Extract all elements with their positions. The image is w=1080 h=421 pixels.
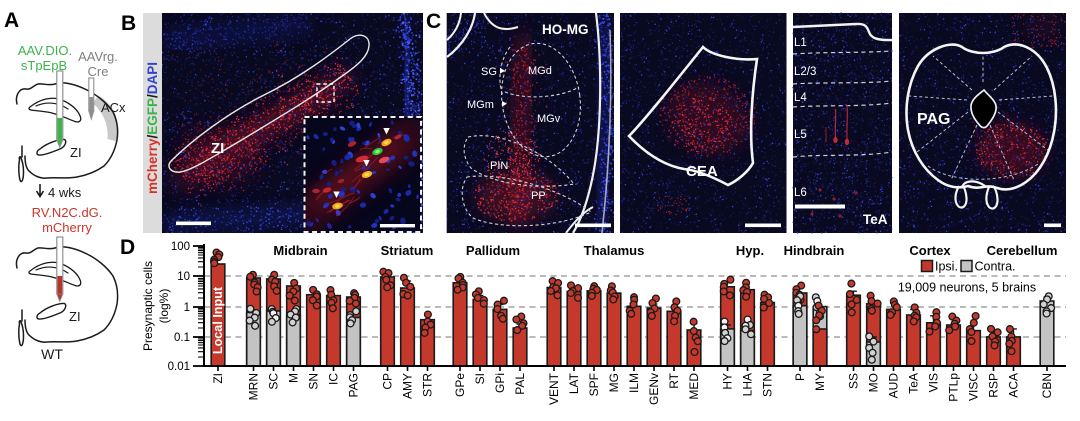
svg-text:ZI: ZI [211, 373, 225, 384]
svg-text:SI: SI [473, 373, 487, 384]
svg-text:STN: STN [761, 373, 775, 397]
svg-text:PAG: PAG [917, 111, 950, 128]
svg-text:M: M [287, 373, 301, 383]
svg-text:VIS: VIS [927, 373, 941, 392]
svg-text:PAL: PAL [513, 373, 527, 395]
svg-text:RSP: RSP [987, 373, 1001, 398]
svg-text:L5: L5 [794, 129, 807, 141]
svg-text:19,009 neurons, 5 brains: 19,009 neurons, 5 brains [898, 281, 1036, 295]
svg-text:L1: L1 [794, 37, 807, 49]
svg-text:WT: WT [41, 346, 63, 362]
svg-text:D: D [120, 236, 135, 259]
svg-text:AUD: AUD [887, 373, 901, 399]
svg-text:TeA: TeA [907, 373, 921, 394]
svg-text:mCherry/EGFP/DAPI: mCherry/EGFP/DAPI [145, 62, 160, 194]
svg-text:4 wks: 4 wks [48, 185, 82, 200]
svg-text:Thalamus: Thalamus [584, 243, 645, 258]
svg-text:Cerebellum: Cerebellum [987, 243, 1058, 258]
svg-text:AAV.DIO.: AAV.DIO. [18, 43, 72, 58]
svg-text:CEA: CEA [686, 163, 718, 180]
svg-text:GPi: GPi [493, 373, 507, 393]
svg-text:SS: SS [847, 373, 861, 389]
svg-text:MGd: MGd [528, 65, 552, 77]
svg-text:RV.N2C.dG.: RV.N2C.dG. [32, 205, 103, 220]
svg-text:PAG: PAG [347, 373, 361, 397]
svg-text:Contra.: Contra. [975, 260, 1016, 274]
svg-text:CBN: CBN [1040, 373, 1054, 398]
svg-text:MED: MED [687, 373, 701, 400]
svg-text:LHA: LHA [741, 373, 755, 396]
svg-text:B: B [121, 12, 136, 35]
svg-text:Hyp.: Hyp. [736, 243, 764, 258]
svg-text:Presynaptic cells: Presynaptic cells [141, 261, 155, 351]
svg-text:0.1: 0.1 [174, 332, 190, 344]
svg-text:A: A [4, 9, 19, 32]
svg-text:ACx: ACx [101, 100, 126, 115]
svg-text:SG: SG [481, 66, 497, 78]
svg-text:VISC: VISC [967, 373, 981, 401]
svg-text:1: 1 [184, 302, 190, 314]
svg-text:ILM: ILM [627, 373, 641, 393]
svg-text:GENv: GENv [647, 373, 661, 405]
svg-text:ACA: ACA [1007, 373, 1021, 398]
svg-text:0.01: 0.01 [168, 361, 190, 373]
svg-text:PP: PP [531, 190, 546, 202]
svg-text:ZI: ZI [69, 309, 81, 324]
svg-text:IC: IC [327, 373, 341, 385]
svg-text:L6: L6 [794, 187, 807, 199]
svg-text:MRN: MRN [247, 373, 261, 400]
svg-text:L4: L4 [794, 92, 807, 104]
svg-text:MGm: MGm [467, 99, 494, 111]
svg-text:Pallidum: Pallidum [466, 243, 520, 258]
svg-text:Cre: Cre [88, 64, 109, 79]
svg-text:100: 100 [171, 241, 190, 253]
svg-text:P: P [793, 373, 807, 381]
svg-text:sTpEpB: sTpEpB [21, 58, 67, 73]
svg-text:Cortex: Cortex [909, 243, 951, 258]
svg-text:(log%): (log%) [157, 289, 171, 324]
svg-text:MGv: MGv [537, 113, 561, 125]
svg-text:AMY: AMY [401, 373, 415, 399]
svg-text:RT: RT [667, 372, 681, 388]
svg-text:AAVrg.: AAVrg. [78, 49, 118, 64]
svg-text:SC: SC [267, 373, 281, 390]
svg-text:MG: MG [607, 373, 621, 392]
svg-text:PTLp: PTLp [947, 373, 961, 402]
svg-text:MY: MY [813, 373, 827, 391]
svg-text:GPe: GPe [453, 373, 467, 397]
svg-text:L2/3: L2/3 [794, 66, 816, 78]
svg-text:CP: CP [381, 373, 395, 390]
svg-text:SN: SN [307, 373, 321, 390]
svg-text:LAT: LAT [567, 372, 581, 394]
svg-text:MO: MO [867, 373, 881, 392]
svg-text:TeA: TeA [863, 212, 888, 227]
svg-text:mCherry: mCherry [42, 220, 92, 235]
svg-text:C: C [426, 10, 441, 33]
svg-text:Hindbrain: Hindbrain [784, 243, 845, 258]
svg-text:ZI: ZI [211, 140, 224, 157]
svg-text:HO-MG: HO-MG [542, 22, 589, 37]
svg-text:Midbrain: Midbrain [273, 243, 327, 258]
svg-text:Ipsi.: Ipsi. [935, 260, 958, 274]
svg-text:PIN: PIN [490, 160, 508, 172]
svg-text:Striatum: Striatum [381, 243, 434, 258]
svg-text:Local Input: Local Input [211, 286, 225, 354]
svg-text:10: 10 [177, 271, 190, 283]
svg-text:STR: STR [421, 373, 435, 397]
svg-text:ZI: ZI [70, 145, 82, 160]
svg-text:SPF: SPF [587, 373, 601, 396]
svg-text:VENT: VENT [547, 372, 561, 405]
svg-text:HY: HY [721, 373, 735, 390]
